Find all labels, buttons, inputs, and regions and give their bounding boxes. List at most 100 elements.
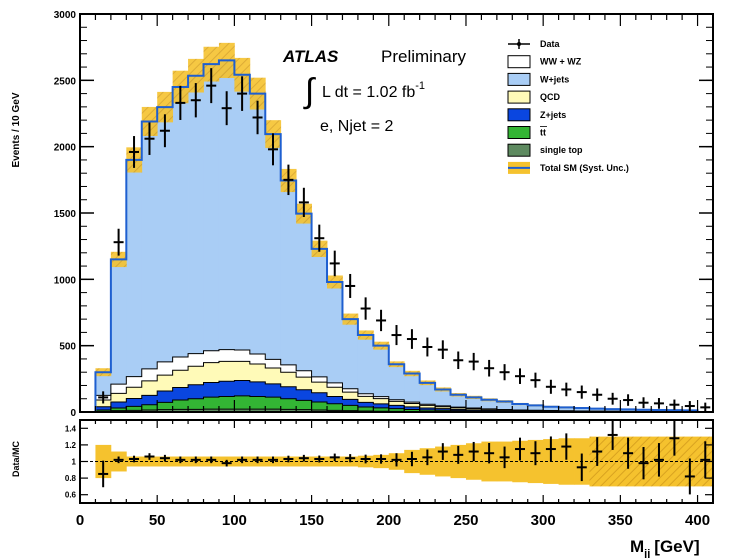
ratio-band: [666, 436, 683, 487]
stack-bar-wjets: [234, 74, 251, 412]
ratio-point: [113, 456, 124, 464]
atlas-label: ATLAS Preliminary ∫ L dt = 1.02 fb-1 e, …: [282, 47, 467, 135]
ratio-point: [298, 454, 309, 462]
stack-bar-wjets: [311, 248, 328, 412]
channel-text: e, Njet = 2: [320, 118, 393, 135]
legend-label: Data: [540, 39, 561, 49]
ratio-point: [98, 460, 109, 488]
stack-bar-ttbar: [110, 408, 127, 412]
data-point: [144, 122, 155, 155]
axis-labels: Events / 10 GeV Data/MC Mjj [GeV]: [11, 92, 700, 558]
y-tick-label: 500: [59, 342, 76, 353]
legend-label: WW + WZ: [540, 57, 582, 67]
ratio-point: [592, 437, 603, 466]
stack-bar-wjets: [188, 75, 204, 412]
atlas-text: ATLAS: [282, 47, 339, 66]
stack-bar-wjets: [249, 93, 266, 412]
stack-bar-qcd: [95, 400, 112, 412]
data-point: [237, 76, 248, 111]
ratio-y-tick-label: 1.4: [65, 424, 77, 433]
data-point: [391, 325, 402, 346]
ratio-point: [283, 455, 294, 463]
ratio-point: [206, 456, 217, 464]
ratio-point: [144, 453, 155, 460]
ratio-point: [252, 456, 263, 464]
ratio-point: [190, 456, 201, 464]
stack-bar-ttbar: [141, 404, 158, 412]
stack-bar-single_top: [188, 409, 204, 412]
data-point: [684, 401, 695, 411]
data-point: [298, 187, 309, 217]
stack-bar-single_top: [157, 409, 174, 412]
ratio-point: [576, 453, 587, 482]
data-point: [175, 85, 186, 120]
data-point: [129, 136, 140, 168]
ratio-point: [360, 454, 371, 464]
stack-bar-zjets: [95, 406, 112, 412]
ratio-point: [237, 456, 248, 464]
data-point: [545, 379, 556, 394]
stack-bar-ttbar: [342, 405, 359, 412]
legend-item-zjets: Z+jets: [507, 108, 566, 122]
main-panel: 0 500 1000 1500 2000 2500 3000: [54, 10, 714, 419]
x-tick-label: 200: [376, 512, 401, 529]
data-point: [669, 399, 680, 410]
stack-bar-single_top: [249, 409, 266, 412]
data-point: [113, 228, 124, 256]
ratio-point: [684, 458, 695, 495]
stack-bar-ttbar: [373, 407, 390, 412]
x-tick-label: 300: [531, 512, 556, 529]
y-tick-label: 1000: [54, 275, 77, 286]
stack-bar-ttbar: [218, 396, 235, 412]
ratio-point: [437, 443, 448, 460]
stack-bar-single_top: [265, 409, 282, 412]
ratio-point: [175, 456, 186, 464]
data-point: [653, 398, 664, 409]
ratio-y-tick-label: 0.6: [65, 491, 77, 500]
stack-bar-ttbar: [311, 402, 328, 412]
stack-bar-wjets: [620, 409, 637, 412]
data-point: [360, 297, 371, 320]
stack-bar-ttbar: [234, 395, 251, 412]
x-tick-label: 150: [299, 512, 324, 529]
stack-bar-single_top: [172, 409, 189, 412]
ratio-point: [499, 446, 510, 469]
stack-bar-wjets: [543, 406, 560, 412]
ratio-point: [623, 437, 634, 469]
data-point: [468, 352, 479, 371]
data-point: [499, 364, 510, 381]
data-point: [406, 329, 417, 349]
data-point: [159, 114, 170, 148]
ratio-point: [129, 455, 140, 463]
stack-bar-ttbar: [296, 400, 312, 412]
ratio-band: [327, 456, 343, 467]
ratio-point: [530, 441, 541, 466]
stack-bar-wjets: [280, 180, 297, 412]
ratio-point: [406, 451, 417, 467]
ratio-y-tick-label: 1: [72, 458, 77, 467]
stack-bar-wjets: [373, 345, 390, 412]
stack-bar-wjets: [558, 407, 575, 412]
stack-bar-wjets: [218, 60, 235, 412]
stack-bar-wjets: [126, 159, 143, 412]
ratio-point: [453, 445, 464, 464]
integral-symbol: ∫: [303, 72, 316, 110]
data-point: [576, 385, 587, 399]
y-axis-label: Events / 10 GeV: [11, 92, 22, 167]
stack-bar-ttbar: [327, 403, 343, 412]
y-tick-label: 0: [70, 408, 76, 419]
data-point: [206, 68, 217, 104]
ratio-point: [638, 446, 649, 480]
stack-bar-ttbar: [188, 398, 204, 412]
data-point: [422, 337, 433, 357]
y-tick-label: 3000: [54, 10, 77, 21]
legend-label: tt: [540, 128, 546, 138]
x-axis-label: Mjj [GeV]: [630, 537, 700, 558]
ratio-band: [141, 456, 158, 467]
stack-bar-wjets: [589, 408, 606, 412]
stack-bar-wjets: [574, 408, 590, 412]
stack-bar-ttbar: [404, 409, 421, 412]
ratio-point: [314, 455, 325, 463]
data-point: [700, 402, 711, 412]
